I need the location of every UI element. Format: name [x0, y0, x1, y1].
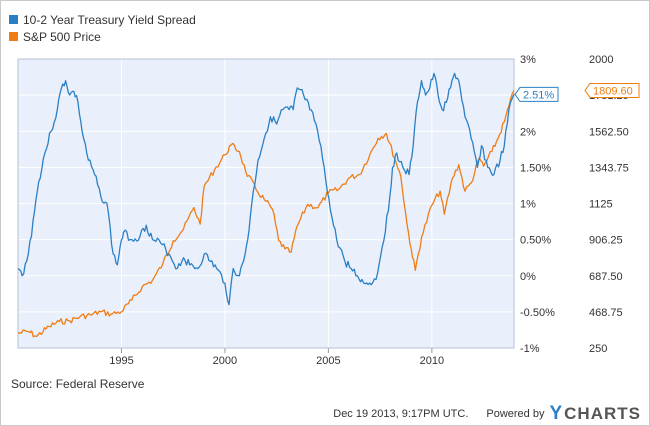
last-value-spread-box [514, 86, 559, 102]
x-tick-label: 2010 [420, 355, 444, 367]
y-right-tick-label: 687.50 [589, 271, 623, 283]
ycharts-logo[interactable]: Y CHARTS [549, 403, 641, 425]
last-value-sp500-label: 1809.60 [593, 85, 633, 97]
y-left-tick-label: 0.50% [520, 235, 551, 247]
y-left-tick-label: 2% [520, 126, 536, 138]
series-line-spread [17, 72, 515, 306]
y-left-tick-label: -1% [520, 343, 540, 355]
series-line-sp500 [17, 90, 515, 338]
y-left-tick-label: -0.50% [520, 307, 555, 319]
x-tick-label: 2005 [316, 355, 340, 367]
y-right-tick-label: 250 [589, 343, 607, 355]
y-right-tick-label: 468.75 [589, 307, 623, 319]
legend-item-spread[interactable]: 10-2 Year Treasury Yield Spread [9, 11, 196, 28]
y-right-tick-label: 906.25 [589, 235, 623, 247]
timestamp: Dec 19 2013, 9:17PM UTC. [333, 408, 469, 420]
legend-swatch-spread [9, 15, 18, 24]
last-value-spread-label: 2.51% [523, 89, 554, 101]
legend-swatch-sp500 [9, 32, 18, 41]
y-right-tick-label: 2000 [589, 54, 613, 66]
y-left-tick-label: 0% [520, 271, 536, 283]
ycharts-logo-mark: Y [549, 403, 564, 424]
y-left-tick-label: 3% [520, 54, 536, 66]
footer: Dec 19 2013, 9:17PM UTC. Powered by Y CH… [333, 403, 641, 425]
legend-item-sp500[interactable]: S&P 500 Price [9, 28, 196, 45]
legend-label-sp500: S&P 500 Price [23, 29, 101, 44]
y-left-tick-label: 1% [520, 199, 536, 211]
y-right-tick-label: 1343.75 [589, 162, 629, 174]
y-right-tick-label: 1125 [589, 199, 613, 211]
last-value-sp500-box [584, 82, 640, 98]
source-note: Source: Federal Reserve [11, 377, 145, 391]
legend-label-spread: 10-2 Year Treasury Yield Spread [23, 12, 196, 27]
powered-by-label: Powered by [486, 408, 545, 420]
y-left-tick-label: 1.50% [520, 162, 551, 174]
x-tick-label: 2000 [213, 355, 237, 367]
legend: 10-2 Year Treasury Yield Spread S&P 500 … [9, 11, 196, 45]
plot-border [17, 58, 515, 349]
x-tick-label: 1995 [109, 355, 133, 367]
y-right-tick-label: 1562.50 [589, 126, 629, 138]
ycharts-logo-text: CHARTS [564, 404, 641, 423]
